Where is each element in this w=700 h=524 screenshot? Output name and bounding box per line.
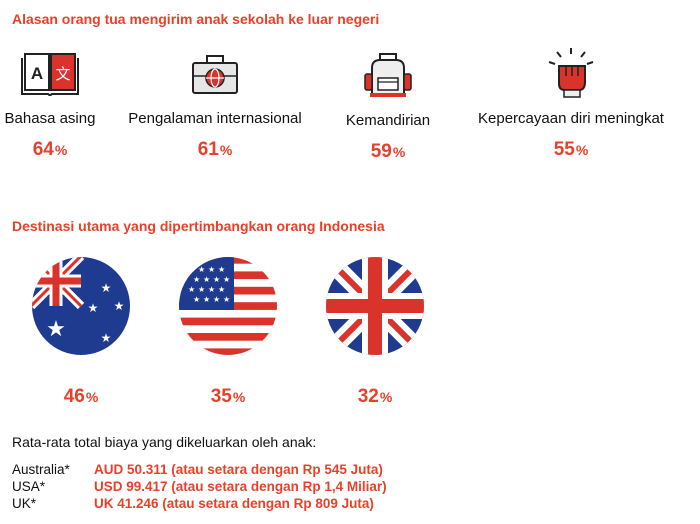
cost-country: USA* (12, 479, 46, 494)
reason-percentage: 59% (370, 141, 406, 162)
destination-percentage: 32% (357, 386, 393, 407)
reason-label: Kepercayaan diri meningkat (478, 110, 664, 127)
cost-value: UK 41.246 (atau setara dengan Rp 809 Jut… (94, 496, 374, 511)
uk-flag-icon (326, 257, 424, 355)
svg-text:★: ★ (208, 265, 215, 274)
reason-label: Pengalaman internasional (128, 110, 302, 127)
cost-country: Australia* (12, 462, 70, 477)
cost-country: UK* (12, 496, 37, 511)
svg-text:A: A (31, 64, 43, 83)
svg-text:★: ★ (198, 285, 205, 294)
costs-title: Rata-rata total biaya yang dikeluarkan o… (12, 434, 317, 450)
destination-percentage: 46% (63, 386, 99, 407)
destination-percentage: 35% (210, 386, 246, 407)
reason-percentage: 55% (553, 139, 589, 160)
cost-value: AUD 50.311 (atau setara dengan Rp 545 Ju… (94, 462, 383, 477)
svg-text:★: ★ (208, 285, 215, 294)
backpack-icon (364, 53, 412, 97)
svg-text:★: ★ (193, 275, 200, 284)
reason-percentage: 61% (197, 139, 233, 160)
svg-text:★: ★ (188, 285, 195, 294)
svg-text:★: ★ (46, 317, 66, 342)
reason-label: Bahasa asing (4, 110, 96, 127)
svg-text:★: ★ (188, 265, 195, 274)
svg-text:★: ★ (203, 295, 210, 304)
svg-text:★: ★ (193, 295, 200, 304)
svg-text:★: ★ (218, 265, 225, 274)
destination-uk: 32% (305, 256, 445, 408)
svg-text:★: ★ (101, 331, 112, 345)
destination-australia: ★ ★ ★ ★ ★ 46% (11, 256, 151, 408)
svg-text:★: ★ (114, 299, 125, 313)
svg-text:★: ★ (223, 275, 230, 284)
svg-text:★: ★ (203, 275, 210, 284)
australia-flag-icon: ★ ★ ★ ★ ★ (32, 257, 130, 355)
reason-foreign-language: A 文 Bahasa asing 64% (0, 50, 150, 161)
cost-row-australia: Australia* AUD 50.311 (atau setara dengan… (12, 462, 383, 478)
svg-text:★: ★ (198, 265, 205, 274)
svg-text:★: ★ (218, 285, 225, 294)
reason-international-experience: Pengalaman internasional 61% (115, 50, 315, 161)
briefcase-globe-icon (192, 55, 238, 94)
reason-confidence: Kepercayaan diri meningkat 55% (471, 46, 671, 161)
destinations-title: Destinasi utama yang dipertimbangkan ora… (12, 218, 385, 234)
reason-percentage: 64% (32, 139, 68, 160)
destination-usa: ★ ★ ★ ★ ★ ★ ★ ★ ★ ★ ★ ★ ★ ★ ★ ★ 35% (158, 256, 298, 408)
svg-text:★: ★ (213, 275, 220, 284)
cost-row-uk: UK* UK 41.246 (atau setara dengan Rp 809 … (12, 496, 374, 512)
cost-value: USD 99.417 (atau setara dengan Rp 1,4 Mi… (94, 479, 387, 494)
reason-independence: Kemandirian 59% (288, 50, 488, 163)
svg-text:★: ★ (88, 301, 99, 315)
raised-fist-icon (548, 48, 594, 98)
usa-flag-icon: ★ ★ ★ ★ ★ ★ ★ ★ ★ ★ ★ ★ ★ ★ ★ ★ (179, 257, 277, 355)
cost-row-usa: USA* USD 99.417 (atau setara dengan Rp 1,… (12, 479, 387, 495)
reasons-title: Alasan orang tua mengirim anak sekolah k… (12, 11, 380, 27)
svg-text:★: ★ (101, 281, 112, 295)
svg-text:文: 文 (55, 65, 70, 83)
reason-label: Kemandirian (345, 112, 431, 129)
svg-text:★: ★ (213, 295, 220, 304)
svg-text:★: ★ (223, 295, 230, 304)
language-book-icon: A 文 (21, 53, 79, 96)
